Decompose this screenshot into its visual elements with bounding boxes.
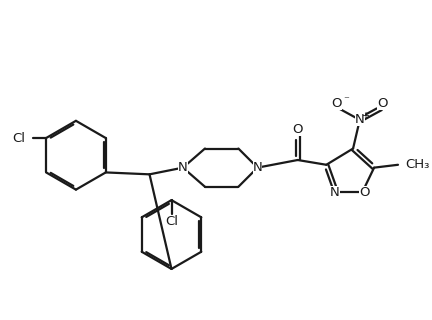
Text: N: N — [178, 161, 188, 174]
Text: O: O — [332, 97, 342, 110]
Text: O: O — [359, 186, 370, 199]
Text: N: N — [355, 113, 365, 126]
Text: N: N — [330, 186, 340, 199]
Text: Cl: Cl — [165, 215, 178, 228]
Text: O: O — [378, 97, 388, 110]
Text: O: O — [292, 123, 303, 136]
Text: +: + — [361, 111, 368, 121]
Text: CH₃: CH₃ — [406, 158, 430, 171]
Text: Cl: Cl — [12, 132, 25, 145]
Text: N: N — [253, 161, 262, 174]
Text: ⁻: ⁻ — [343, 96, 349, 106]
